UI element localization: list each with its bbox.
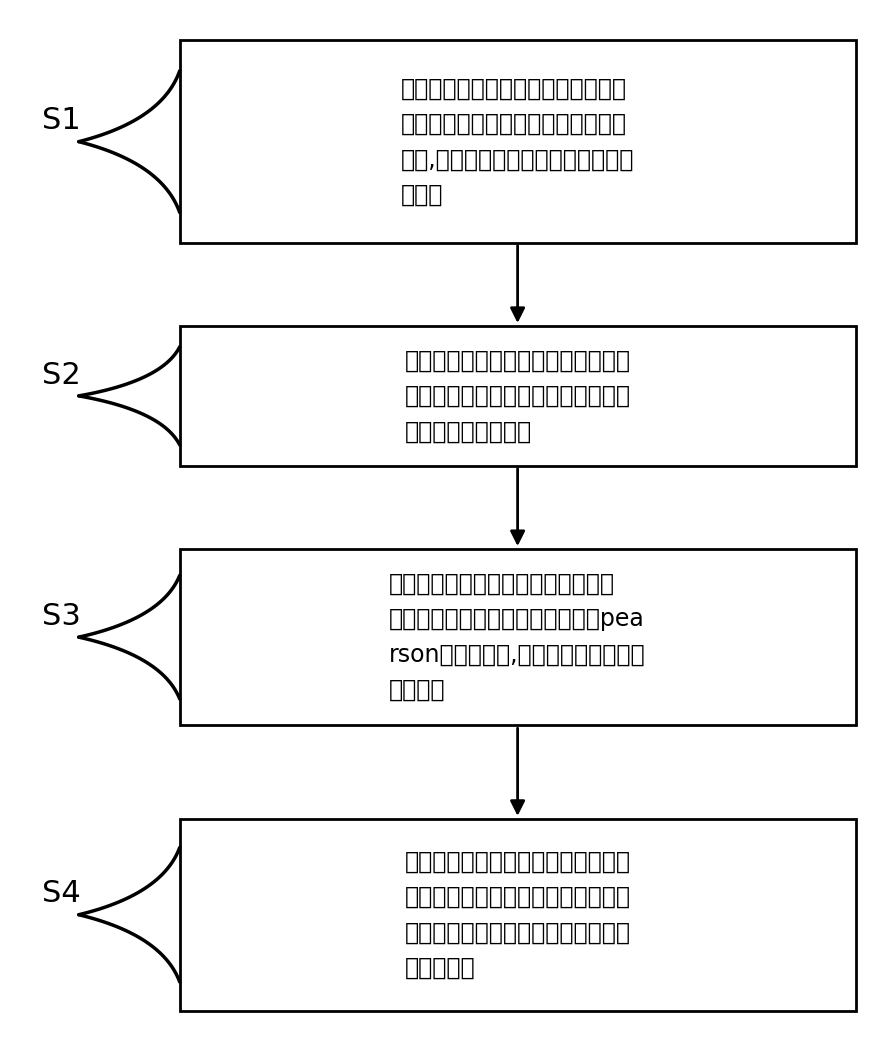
Text: S3: S3 xyxy=(42,601,81,631)
Text: S1: S1 xyxy=(42,107,81,135)
Text: 检测多位实验对象在躯干弯曲过程中
的脊柱肌肉群的多个肌肉的放电生理
信号,得到每个肌肉对应的多个放电生
理信号: 检测多位实验对象在躯干弯曲过程中 的脊柱肌肉群的多个肌肉的放电生理 信号,得到每… xyxy=(400,76,634,207)
Text: S2: S2 xyxy=(42,361,81,389)
Text: 对所述每个肌肉对应的多个放电生理
信号进行处理，得到每个肌肉对应的
多个放电有效参数值: 对所述每个肌肉对应的多个放电生理 信号进行处理，得到每个肌肉对应的 多个放电有效… xyxy=(405,348,631,444)
Text: 根据每个肌肉对应的多个放电有效参
数值和预设的视觉模拟评分表进行pea
rson相关性分析,得到每个肌肉的疼痛
相关系数: 根据每个肌肉对应的多个放电有效参 数值和预设的视觉模拟评分表进行pea rson… xyxy=(389,572,646,702)
Bar xyxy=(180,819,856,1010)
Text: S4: S4 xyxy=(42,880,81,909)
Bar xyxy=(180,326,856,465)
Bar xyxy=(180,549,856,725)
Text: 判断所述每个肌肉的疼痛相关系数是
否在预设的相关系数范围内以得到对
应的肌肉放电有效参数值与疼痛程度
的相关程度: 判断所述每个肌肉的疼痛相关系数是 否在预设的相关系数范围内以得到对 应的肌肉放电… xyxy=(405,849,631,980)
Bar xyxy=(180,41,856,243)
